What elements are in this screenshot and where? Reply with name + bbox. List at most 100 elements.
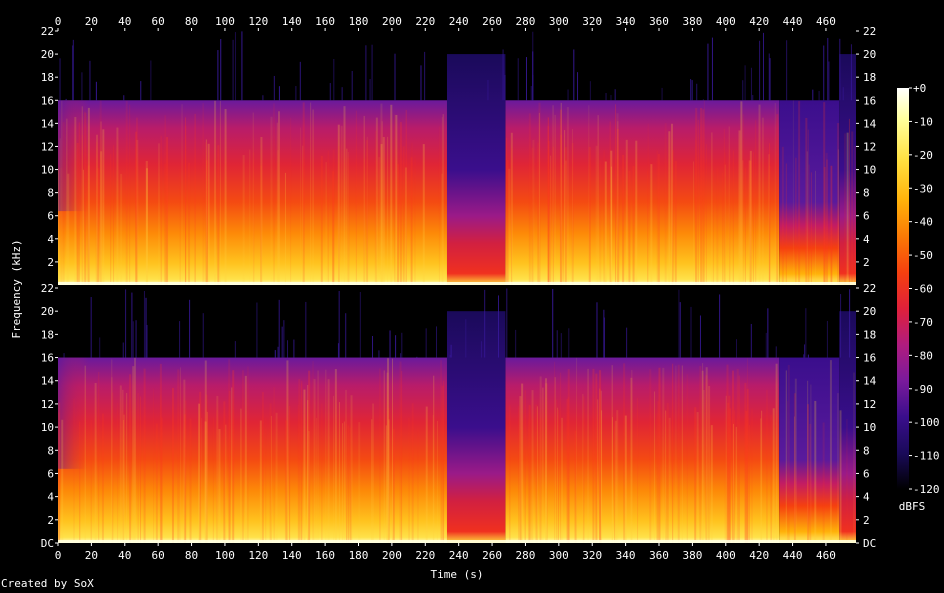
hf-spike [394,53,396,101]
hf-spike [696,83,698,101]
spectral-streak [752,152,754,285]
spectral-streak [510,132,513,285]
spectral-streak [728,126,730,285]
spectral-streak [122,389,124,543]
spectral-streak [509,405,511,543]
spectral-streak [635,140,638,285]
spectral-streak [536,406,538,543]
spectral-streak [290,117,292,285]
spectral-streak [785,370,787,543]
footer-credit: Created by SoX [1,577,94,590]
x-tick-label: 20 [85,15,98,28]
spectral-streak [846,419,848,543]
hf-spike [603,317,605,358]
spectral-streak [853,372,856,543]
y-tick-label: 22 [41,25,54,38]
x-tick-label: 100 [215,15,235,28]
spectral-streak [550,155,552,285]
spectral-streak [760,418,762,543]
x-tick-label: 420 [749,15,769,28]
spectral-streak [794,378,797,543]
x-tick-label: 220 [415,549,435,562]
spectral-streak [249,149,251,285]
spectral-streak [785,163,787,285]
x-tick-label: 0 [55,15,62,28]
hf-spike [552,288,554,358]
hf-spike [395,335,397,358]
spectral-streak [371,419,373,543]
hf-spike [736,339,738,358]
y-tick-label: 20 [41,305,54,318]
hf-spike [690,306,692,358]
hf-spike [767,308,769,358]
hf-spike [389,330,391,358]
spectral-streak [270,116,273,285]
spectral-streak [198,403,201,543]
y-tick-label: 22 [41,282,54,295]
spectral-streak [312,360,314,543]
hf-spike [506,288,508,358]
spectral-streak [441,173,443,285]
spectral-streak [383,370,385,543]
spectral-streak [67,173,70,285]
spectral-streak [87,165,90,285]
spectral-streak [657,153,660,285]
spectral-streak [538,102,541,286]
hf-spike [232,39,234,101]
spectral-streak [244,375,247,543]
hf-spike [742,80,744,101]
spectral-streak [224,109,227,285]
spectral-streak [745,410,748,543]
spectral-streak [204,142,207,285]
x-tick-label: 40 [118,549,131,562]
spectral-streak [59,138,61,285]
colorbar-tick-label: +0 [913,82,926,95]
spectral-streak [671,152,673,285]
spectral-streak [347,425,349,543]
spectral-streak [337,124,340,285]
spectral-streak [557,409,559,543]
colorbar-ticks: +0 -10 -20 -30 -40 -50 -60 -70 -80 -90 -100 -110 -12… [909,82,940,496]
spectral-streak [100,151,103,285]
y-tick-label: 14 [863,117,877,130]
y-tick-label: 20 [863,305,876,318]
dc-line [58,540,856,543]
spectral-streak [241,370,244,543]
spectral-streak [382,136,385,285]
spectral-streak [185,400,187,543]
hf-spike [614,89,616,101]
hf-spike [449,354,451,358]
spectral-streak [242,155,245,285]
y-tick-label: 18 [41,328,54,341]
hf-spike [202,313,204,358]
spectral-streak [554,377,556,543]
spectral-streak [787,364,790,543]
hf-spike [179,321,181,358]
spectral-streak [823,102,826,285]
spectral-streak [733,423,735,543]
spectrogram-left-channel [58,31,856,286]
spectral-streak [712,171,714,285]
spectral-streak [392,428,395,543]
spectral-streak [180,367,182,543]
colorbar-tick-label: -110 [913,450,940,463]
spectral-streak [441,385,444,543]
spectral-streak [253,152,255,285]
spectral-streak [528,113,531,285]
y-tick-label: 18 [863,71,876,84]
hf-spike [400,353,402,358]
spectral-streak [338,402,340,543]
y-axis-label: Frequency (kHz) [10,239,23,338]
spectral-streak [61,100,63,285]
hf-spike [487,79,489,101]
spectral-streak [333,395,335,543]
spectral-streak [548,117,550,285]
spectral-streak [332,149,335,285]
spectral-streak [722,172,724,285]
x-tick-label: 140 [282,15,302,28]
spectral-streak [695,140,697,285]
spectral-streak [387,136,389,285]
spectral-streak [851,131,854,285]
spectral-streak [349,427,352,543]
spectral-streak [631,369,633,543]
